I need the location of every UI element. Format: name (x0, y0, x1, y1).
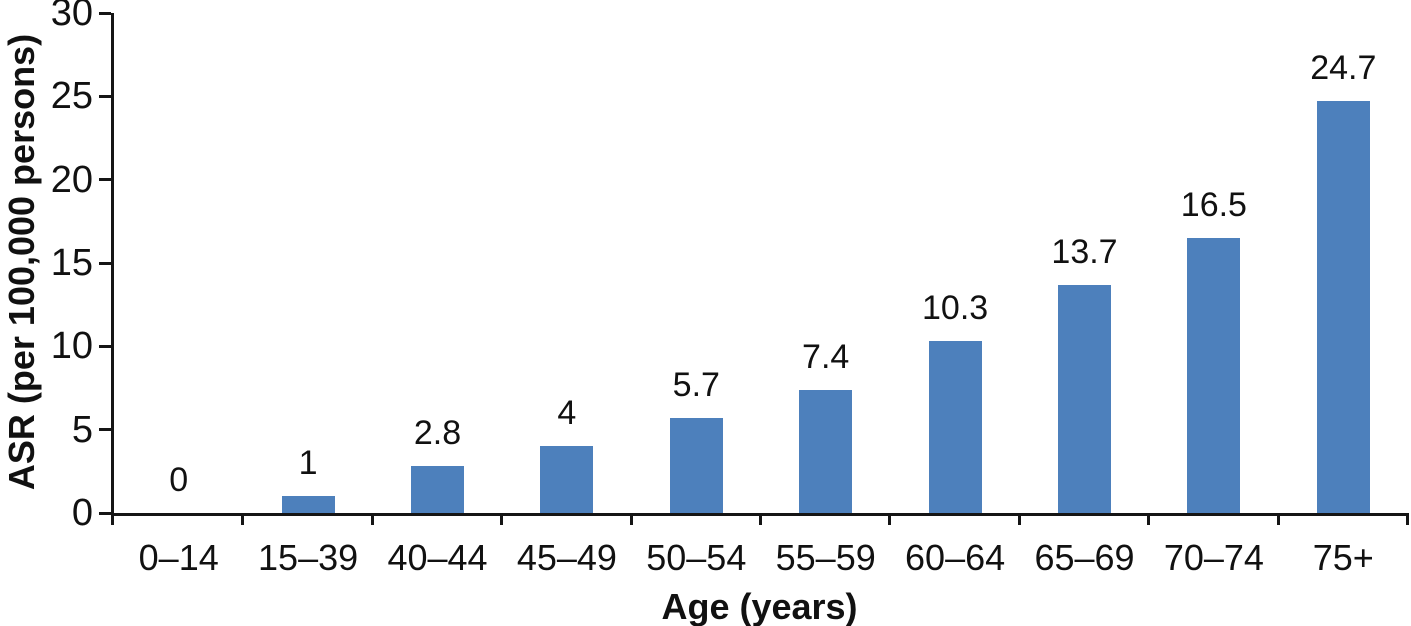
bar (1316, 101, 1370, 513)
y-tick-mark (99, 511, 111, 515)
y-tick-mark (99, 94, 111, 98)
x-category-label: 0–14 (138, 537, 219, 578)
y-tick-mark (99, 11, 111, 15)
x-tick-mark (500, 513, 504, 525)
x-tick-mark (888, 513, 892, 525)
x-tick-mark (1147, 513, 1151, 525)
bar-value-label: 5.7 (672, 366, 720, 404)
bar (1187, 238, 1241, 513)
bar (799, 389, 853, 513)
x-category-label: 15–39 (258, 537, 359, 578)
x-tick-mark (1276, 513, 1280, 525)
bar (540, 446, 594, 513)
y-tick-label: 20 (50, 158, 93, 201)
y-tick-mark (99, 178, 111, 182)
x-category-label: 55–59 (775, 537, 876, 578)
bar-value-label: 13.7 (1051, 232, 1118, 271)
bar-value-label: 0 (169, 461, 189, 499)
x-axis-title: Age (years) (661, 586, 858, 626)
bar-value-label: 24.7 (1310, 49, 1377, 88)
y-tick-label: 25 (50, 75, 93, 118)
y-tick-label: 15 (50, 242, 93, 284)
bar-value-label: 4 (557, 394, 577, 433)
bar (928, 341, 982, 513)
x-category-label: 60–64 (905, 537, 1006, 578)
x-category-label: 70–74 (1163, 537, 1264, 578)
x-category-label: 75+ (1312, 537, 1374, 578)
plot-area: 0 5 10 15 20 25 30 0 0–14 1 15–39 2.8 40–44 4 45–49 5.7… (51, 0, 1409, 578)
bar (281, 496, 335, 513)
bar-value-label: 1 (298, 444, 318, 483)
x-category-label: 50–54 (646, 537, 747, 578)
x-tick-mark (1406, 513, 1409, 525)
x-category-label: 40–44 (387, 537, 488, 578)
y-tick-mark (99, 428, 111, 432)
x-category-label: 65–69 (1034, 537, 1135, 578)
y-axis-stub (111, 513, 114, 525)
bar-value-label: 10.3 (922, 289, 989, 328)
y-tick-label: 0 (71, 492, 93, 534)
bar-value-label: 16.5 (1180, 186, 1247, 224)
y-tick-label: 30 (50, 0, 93, 34)
x-tick-mark (370, 513, 374, 525)
y-tick-mark (99, 261, 111, 265)
bar-value-label: 2.8 (413, 414, 462, 453)
y-tick-label: 5 (71, 408, 93, 451)
x-tick-mark (629, 513, 633, 525)
bar (411, 466, 464, 513)
x-tick-mark (241, 513, 245, 525)
x-category-label: 45–49 (516, 537, 617, 578)
bar-value-label: 7.4 (802, 337, 850, 376)
x-tick-mark (1017, 513, 1021, 525)
x-tick-mark (759, 513, 762, 525)
y-tick-mark (99, 344, 111, 348)
bar (669, 418, 723, 513)
bar (1058, 284, 1111, 513)
y-tick-label: 10 (50, 325, 93, 368)
